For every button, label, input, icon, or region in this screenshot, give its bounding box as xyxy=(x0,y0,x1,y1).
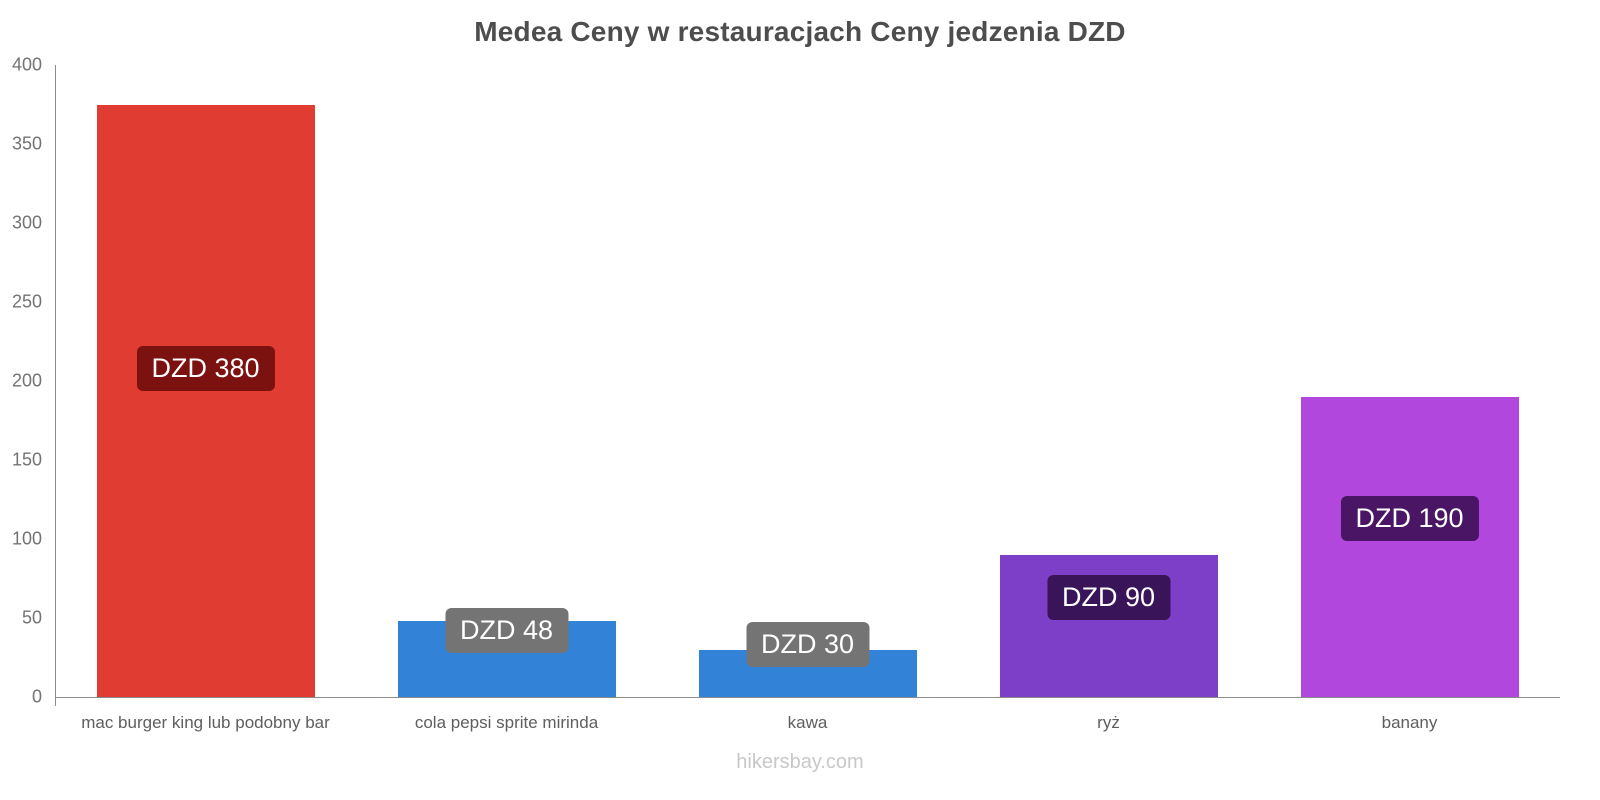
bar-value-label: DZD 190 xyxy=(1340,495,1479,541)
bar-value-label: DZD 380 xyxy=(136,345,275,391)
bars-container: DZD 380 DZD 48 DZD 30 DZD 90 DZD 190 xyxy=(55,65,1560,697)
y-tick-label: 300 xyxy=(11,212,42,233)
bar-value-label: DZD 48 xyxy=(444,608,569,654)
y-tick-label: 150 xyxy=(11,449,42,470)
x-axis-labels: mac burger king lub podobny bar cola pep… xyxy=(55,713,1560,733)
bar-value-label: DZD 90 xyxy=(1046,574,1171,620)
chart-title: Medea Ceny w restauracjach Ceny jedzenia… xyxy=(474,16,1126,47)
x-axis-label: kawa xyxy=(787,713,828,732)
y-tick-label: 0 xyxy=(31,686,42,707)
plot-area: DZD 380 DZD 48 DZD 30 DZD 90 DZD 190 xyxy=(55,65,1560,697)
x-axis-label: mac burger king lub podobny bar xyxy=(81,713,330,732)
x-axis-label: cola pepsi sprite mirinda xyxy=(414,713,599,732)
bar-group-ryz: DZD 90 xyxy=(958,65,1259,697)
bar-group-kawa: DZD 30 xyxy=(657,65,958,697)
bar-mac-burger xyxy=(96,104,315,697)
y-tick-label: 350 xyxy=(11,133,42,154)
x-axis-label: banany xyxy=(1381,713,1438,732)
y-axis: 0 50 100 150 200 250 300 350 400 xyxy=(0,55,46,707)
x-axis-label: ryż xyxy=(1097,713,1120,732)
y-axis-line xyxy=(55,65,56,706)
y-tick-label: 50 xyxy=(21,607,42,628)
y-tick-label: 250 xyxy=(11,291,42,312)
y-tick-label: 100 xyxy=(11,528,42,549)
y-tick-label: 200 xyxy=(11,370,42,391)
watermark: hikersbay.com xyxy=(736,751,864,773)
bar-group-mac-burger: DZD 380 xyxy=(55,65,356,697)
bar-group-cola-pepsi: DZD 48 xyxy=(356,65,657,697)
bar-banany xyxy=(1300,396,1519,697)
y-tick-label: 400 xyxy=(11,54,42,75)
bar-group-banany: DZD 190 xyxy=(1259,65,1560,697)
bar-value-label: DZD 30 xyxy=(745,622,870,668)
x-axis-line xyxy=(55,697,1560,698)
